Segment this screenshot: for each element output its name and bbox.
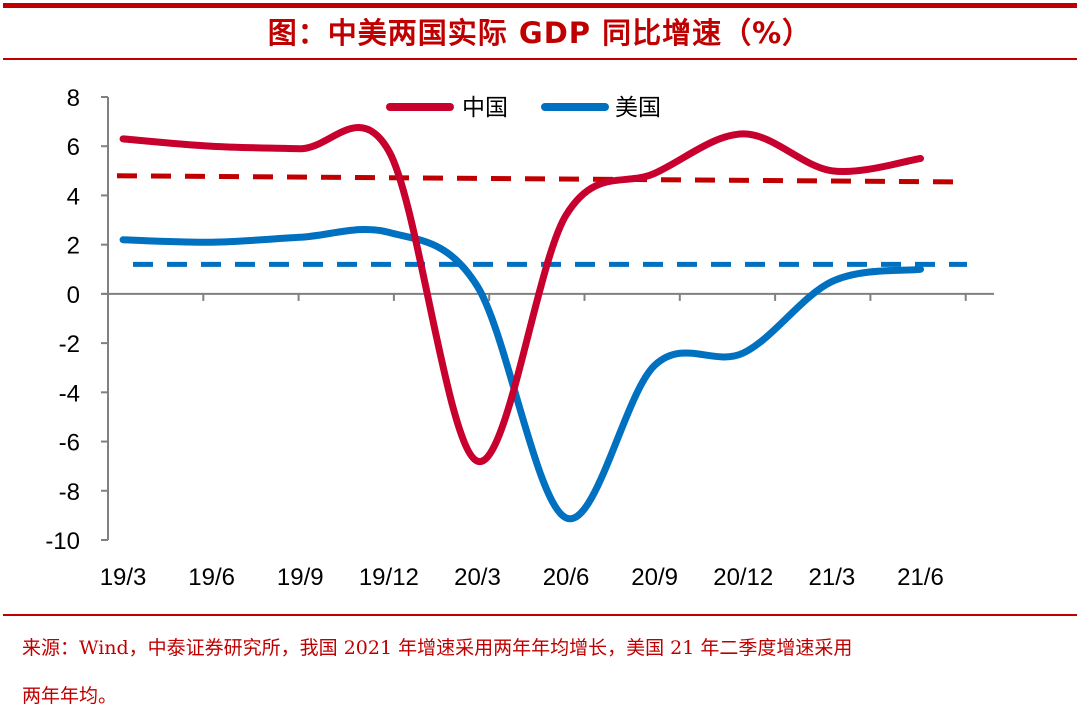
x-tick-label: 20/12 [713,564,773,591]
x-tick-label: 21/6 [897,564,944,591]
legend-label-china: 中国 [462,95,508,121]
axes: 8 6 4 2 0 -2 -4 -6 -8 -10 19/3 19/6 19/9 19/12 20/3 20/… [45,85,994,591]
china-series-line [119,124,924,465]
footnote-divider [3,614,1077,616]
y-tick-label: 8 [67,85,80,112]
title-divider [3,58,1077,60]
x-tick-label: 19/9 [277,564,324,591]
y-tick-label: -8 [59,479,80,506]
legend: 中国 美国 [386,95,661,121]
footnote-line-2: 两年年均。 [22,685,118,707]
top-accent-bar [3,3,1077,8]
x-tick-label: 19/12 [359,564,419,591]
line-chart: 8 6 4 2 0 -2 -4 -6 -8 -10 19/3 19/6 19/9 19/12 20/3 20/… [45,85,994,591]
y-tick-label: 6 [67,134,80,161]
y-tick-label: 0 [67,282,80,309]
y-tick-label: 4 [67,183,80,210]
y-tick-label: -6 [59,430,80,457]
y-tick-label: -2 [59,331,80,358]
y-tick-label: 2 [67,233,80,260]
x-tick-label: 19/6 [188,564,235,591]
x-tick-label: 20/3 [454,564,501,591]
chart-title: 图：中美两国实际 GDP 同比增速（%） [267,16,813,50]
x-tick-label: 19/3 [100,564,147,591]
reference-lines [116,173,967,267]
x-tick-label: 20/9 [631,564,678,591]
x-tick-label: 21/3 [809,564,856,591]
source-footnote: 来源：Wind，中泰证券研究所，我国 2021 年增速采用两年年均增长，美国 2… [22,624,1062,720]
y-tick-label: -10 [45,528,80,555]
usa-series-line [119,226,924,523]
china-reference-dashed-line [116,173,964,185]
series-lines [119,124,924,523]
legend-label-usa: 美国 [615,95,661,121]
footnote-line-1: 来源：Wind，中泰证券研究所，我国 2021 年增速采用两年年均增长，美国 2… [22,637,853,659]
y-tick-label: -4 [59,380,80,407]
x-tick-label: 20/6 [543,564,590,591]
